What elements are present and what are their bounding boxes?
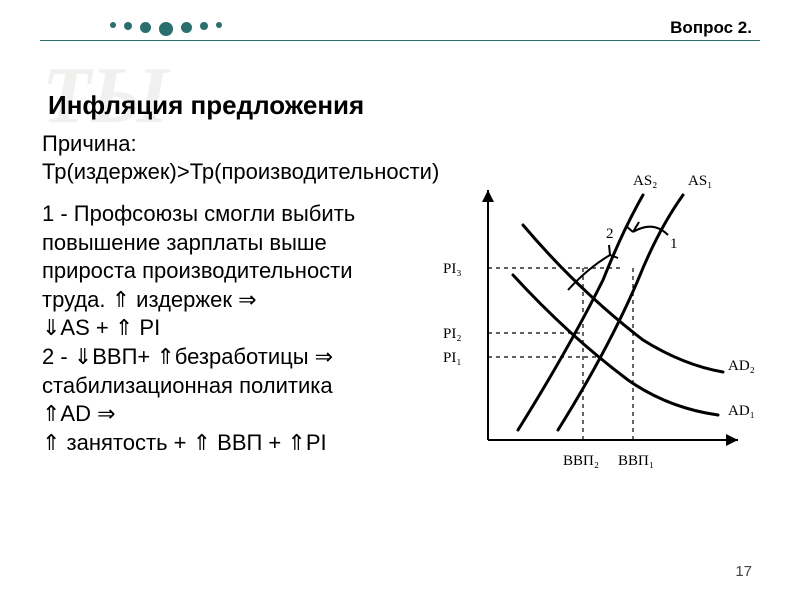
svg-text:ВВП₂: ВВП₂	[563, 453, 599, 469]
svg-text:AD₁: AD₁	[728, 403, 755, 419]
svg-text:1: 1	[670, 236, 678, 252]
svg-text:AD₂: AD₂	[728, 358, 755, 374]
svg-text:2: 2	[606, 226, 614, 242]
supply-inflation-chart: PI₃ PI₂ PI₁ ВВП₂ ВВП₁ AS₁ AS₂ AD₁ AD₂ 1 2	[408, 160, 768, 490]
decorative-beads	[110, 22, 222, 36]
top-rule	[40, 12, 760, 41]
svg-text:PI₃: PI₃	[443, 261, 462, 277]
cause-label: Причина:	[42, 131, 137, 156]
page-number: 17	[735, 563, 752, 580]
cause-block: Причина: Тр(издержек)>Тр(производительно…	[42, 130, 462, 185]
body-text: 1 - Профсоюзы смогли выбить повышение за…	[42, 200, 382, 457]
slide-title: Инфляция предложения	[48, 90, 364, 121]
svg-text:AS₂: AS₂	[633, 173, 657, 189]
svg-text:ВВП₁: ВВП₁	[618, 453, 654, 469]
svg-text:PI₂: PI₂	[443, 326, 462, 342]
svg-text:PI₁: PI₁	[443, 350, 462, 366]
cause-formula: Тр(издержек)>Тр(производительности)	[42, 159, 439, 184]
slide-header: Вопрос 2.	[670, 18, 752, 38]
svg-text:AS₁: AS₁	[688, 173, 712, 189]
